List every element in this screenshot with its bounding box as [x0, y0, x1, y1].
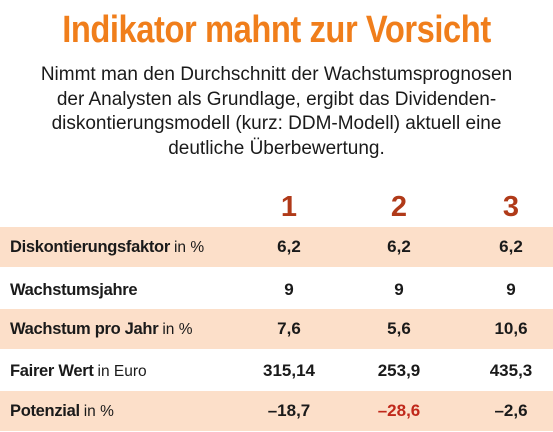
row-label-unit: in % — [173, 239, 205, 256]
table-cell: 6,2 — [387, 237, 411, 256]
infographic-subtitle: Nimmt man den Durchschnitt der Wachstums… — [0, 63, 553, 161]
table-cell: 253,9 — [377, 361, 421, 380]
row-label: Potenzial in % — [10, 391, 114, 431]
subtitle-line-1: Nimmt man den Durchschnitt der Wachstums… — [40, 64, 513, 85]
table-cell: 9 — [284, 280, 294, 299]
column-head-3: 3 — [502, 191, 520, 223]
row-label-unit: in % — [83, 403, 114, 420]
table-row-wachstum-pro-jahr: Wachstum pro Jahr in % 7,6 5,6 10,6 — [0, 309, 553, 349]
column-head-2: 2 — [390, 191, 408, 223]
row-label: Diskontierungsfaktor in % — [10, 227, 204, 267]
row-label: Wachstum pro Jahr in % — [10, 309, 192, 349]
table-cell: 10,6 — [494, 319, 528, 338]
column-head-1: 1 — [280, 191, 298, 223]
table-cell: 7,6 — [277, 319, 301, 338]
row-label-text: Wachstumsjahre — [10, 281, 138, 299]
row-label-unit: in Euro — [97, 363, 147, 380]
table-cell-highlight: –28,6 — [377, 401, 421, 420]
table-cell: 5,6 — [387, 319, 411, 338]
infographic-title: Indikator mahnt zur Vorsicht — [62, 9, 491, 51]
subtitle-line-4: deutliche Überbewertung. — [168, 137, 385, 159]
subtitle-line-2: der Analysten als Grundlage, ergibt das … — [56, 88, 497, 110]
table-row-wachstumsjahre: Wachstumsjahre 9 9 9 — [0, 270, 553, 310]
row-label-text: Fairer Wert — [10, 362, 94, 380]
subtitle-line-3: diskontierungsmodell (kurz: DDM-Modell) … — [51, 113, 502, 134]
row-label-text: Wachstum pro Jahr — [10, 320, 159, 338]
table-cell: 6,2 — [499, 237, 523, 256]
table-row-diskontierungsfaktor: Diskontierungsfaktor in % 6,2 6,2 6,2 — [0, 227, 553, 267]
table-cell: –2,6 — [494, 401, 528, 420]
row-label: Fairer Wert in Euro — [10, 351, 147, 391]
table-row-potenzial: Potenzial in % –18,7 –28,6 –2,6 — [0, 391, 553, 431]
row-label-text: Diskontierungsfaktor — [10, 238, 170, 256]
table-cell: –18,7 — [267, 401, 311, 420]
table-cell: 315,14 — [263, 361, 315, 380]
table-cell: 9 — [394, 280, 404, 299]
table-cell: 9 — [506, 280, 516, 299]
row-label: Wachstumsjahre — [10, 270, 138, 310]
row-label-text: Potenzial — [10, 402, 80, 420]
row-label-unit: in % — [162, 321, 193, 338]
table-row-fairer-wert: Fairer Wert in Euro 315,14 253,9 435,3 — [0, 351, 553, 391]
table-cell: 435,3 — [489, 361, 533, 380]
table-cell: 6,2 — [277, 237, 301, 256]
